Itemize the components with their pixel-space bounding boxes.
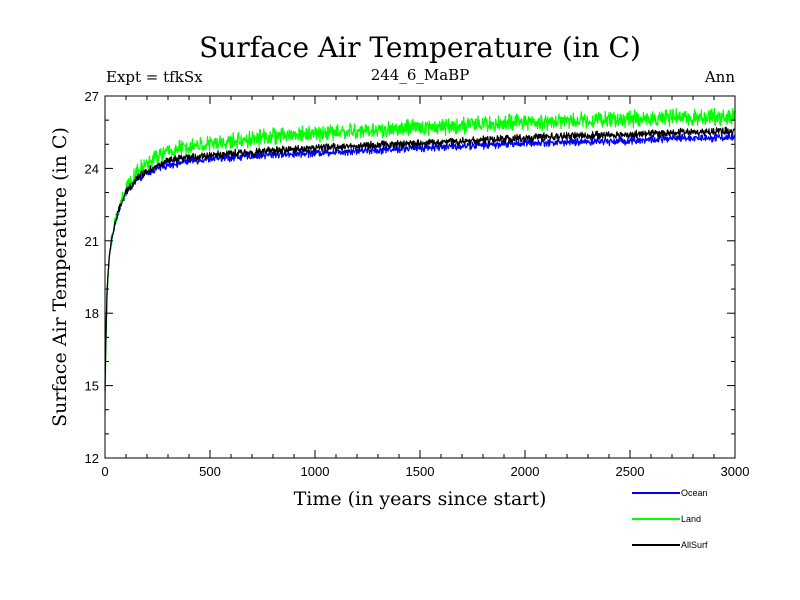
y-tick-label: 18 [85, 306, 99, 321]
period-label: Ann [704, 68, 735, 86]
y-tick-label: 27 [85, 89, 99, 104]
x-tick-label: 3000 [721, 464, 750, 479]
y-tick-label: 12 [85, 451, 99, 466]
x-tick-label: 500 [199, 464, 221, 479]
series-line-allsurf [104, 126, 736, 391]
run-label: 244_6_MaBP [371, 66, 470, 84]
x-tick-label: 0 [101, 464, 108, 479]
legend: Ocean Land AllSurf [632, 488, 708, 550]
legend-label-land: Land [681, 514, 701, 524]
y-axis-label: Surface Air Temperature (in C) [49, 127, 71, 427]
x-tick-label: 1000 [301, 464, 330, 479]
x-tick-label: 2000 [511, 464, 540, 479]
y-tick-label: 24 [85, 161, 99, 176]
y-tick-label: 15 [85, 379, 99, 394]
legend-label-ocean: Ocean [681, 488, 708, 498]
chart-title: Surface Air Temperature (in C) [199, 31, 641, 64]
x-tick-label: 1500 [406, 464, 435, 479]
plot-frame [104, 95, 736, 459]
y-tick-label: 21 [85, 234, 99, 249]
series-layer [104, 107, 736, 416]
series-line-ocean [104, 132, 736, 386]
tick-layer: 0 500 1000 1500 2000 2500 3000 12 15 18 21 24 27 [85, 89, 750, 479]
series-line-land [104, 107, 736, 416]
legend-label-allsurf: AllSurf [681, 540, 708, 550]
x-axis-label: Time (in years since start) [294, 488, 547, 510]
experiment-label: Expt = tfkSx [106, 68, 203, 86]
x-tick-label: 2500 [616, 464, 645, 479]
